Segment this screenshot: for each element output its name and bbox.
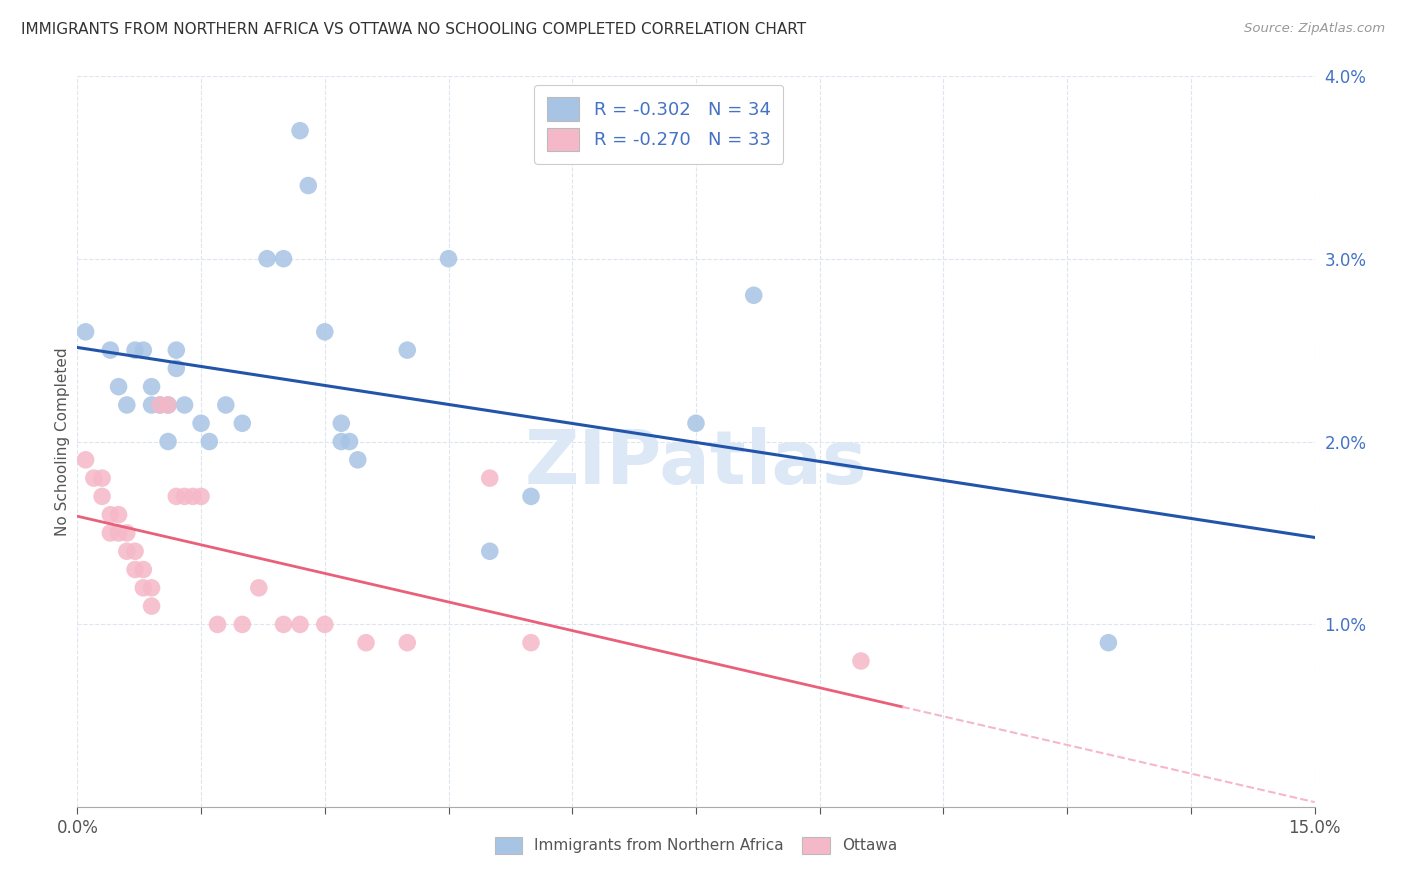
Point [520, 489, 543, 503]
Point [173, 489, 195, 503]
Point [132, 563, 155, 577]
Point [339, 434, 361, 449]
Point [75, 453, 97, 467]
Point [141, 599, 163, 614]
Point [1097, 635, 1119, 649]
Point [297, 178, 319, 193]
Point [165, 343, 187, 358]
Point [247, 581, 270, 595]
Point [141, 380, 163, 394]
Point [742, 288, 765, 302]
Point [115, 544, 138, 558]
Point [141, 398, 163, 412]
Legend: Immigrants from Northern Africa, Ottawa: Immigrants from Northern Africa, Ottawa [486, 829, 905, 862]
Point [149, 398, 172, 412]
Point [149, 398, 172, 412]
Point [849, 654, 872, 668]
Text: ZIPatlas: ZIPatlas [524, 427, 868, 500]
Point [288, 617, 311, 632]
Point [107, 508, 129, 522]
Point [215, 398, 238, 412]
Point [157, 398, 180, 412]
Point [685, 416, 707, 431]
Point [207, 617, 229, 632]
Point [115, 526, 138, 541]
Point [132, 581, 155, 595]
Y-axis label: No Schooling Completed: No Schooling Completed [55, 347, 70, 536]
Point [478, 544, 501, 558]
Point [330, 434, 353, 449]
Point [107, 526, 129, 541]
Point [273, 252, 295, 266]
Point [107, 380, 129, 394]
Point [256, 252, 278, 266]
Point [98, 526, 121, 541]
Point [354, 635, 377, 649]
Point [396, 343, 419, 358]
Point [198, 434, 221, 449]
Point [124, 563, 146, 577]
Point [346, 453, 368, 467]
Point [273, 617, 295, 632]
Point [520, 635, 543, 649]
Point [173, 398, 195, 412]
Point [190, 489, 212, 503]
Point [165, 361, 187, 376]
Point [437, 252, 460, 266]
Point [314, 325, 336, 339]
Text: IMMIGRANTS FROM NORTHERN AFRICA VS OTTAWA NO SCHOOLING COMPLETED CORRELATION CHA: IMMIGRANTS FROM NORTHERN AFRICA VS OTTAW… [21, 22, 806, 37]
Point [288, 123, 311, 137]
Point [141, 581, 163, 595]
Point [115, 398, 138, 412]
Point [91, 471, 114, 485]
Point [478, 471, 501, 485]
Point [83, 471, 105, 485]
Point [157, 434, 180, 449]
Point [124, 343, 146, 358]
Point [231, 416, 253, 431]
Point [157, 398, 180, 412]
Point [396, 635, 419, 649]
Text: Source: ZipAtlas.com: Source: ZipAtlas.com [1244, 22, 1385, 36]
Point [98, 343, 121, 358]
Point [98, 508, 121, 522]
Point [132, 343, 155, 358]
Point [314, 617, 336, 632]
Point [124, 544, 146, 558]
Point [190, 416, 212, 431]
Point [181, 489, 204, 503]
Point [231, 617, 253, 632]
Point [91, 489, 114, 503]
Point [75, 325, 97, 339]
Point [330, 416, 353, 431]
Point [165, 489, 187, 503]
